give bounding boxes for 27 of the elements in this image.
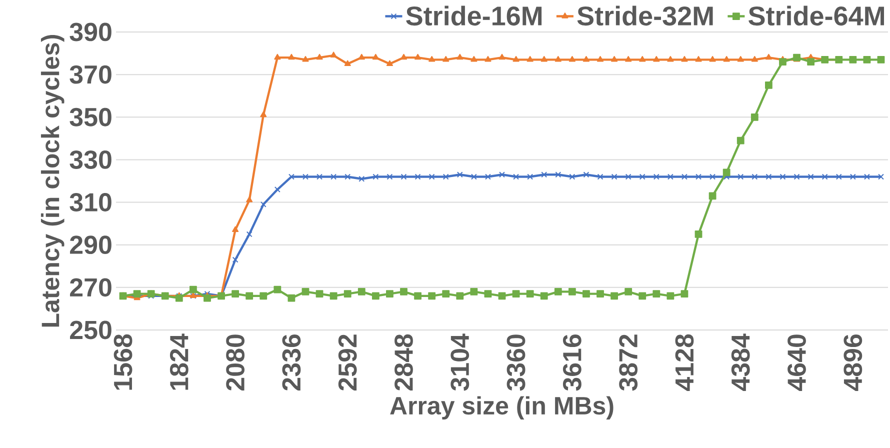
x-axis-title: Array size (in MBs) xyxy=(390,396,614,420)
x-tick-label: 3616 xyxy=(562,334,582,391)
y-tick-label: 290 xyxy=(70,236,112,254)
y-tick-label: 390 xyxy=(70,22,112,42)
x-tick-label: 1824 xyxy=(170,334,188,390)
x-tick-label: 3360 xyxy=(506,334,526,391)
y-tick-label: 350 xyxy=(70,108,112,126)
legend-label: Stride-64M xyxy=(748,6,884,26)
x-tick-label: 3104 xyxy=(450,334,470,391)
legend-label: Stride-32M xyxy=(577,6,713,26)
y-tick-label: 370 xyxy=(70,65,112,84)
x-tick-label: 4640 xyxy=(788,334,806,391)
x-tick-label: 4896 xyxy=(844,334,862,391)
y-tick-label: 330 xyxy=(70,150,112,169)
y-tick-label: 250 xyxy=(70,320,112,340)
y-tick-label: 310 xyxy=(70,193,112,212)
x-tick-label: 2592 xyxy=(338,334,357,390)
x-tick-label: 4128 xyxy=(675,334,694,391)
legend-label: Stride-16M xyxy=(406,6,542,26)
x-tick-label: 2336 xyxy=(282,334,301,390)
x-tick-label: 3872 xyxy=(619,334,638,391)
y-tick-label: 270 xyxy=(70,278,112,297)
y-axis-title: Latency (in clock cycles) xyxy=(40,34,64,327)
x-tick-label: 4384 xyxy=(731,334,750,391)
x-tick-label: 2080 xyxy=(226,334,245,390)
x-tick-label: 2848 xyxy=(394,334,413,390)
x-tick-label: 1568 xyxy=(114,334,132,390)
